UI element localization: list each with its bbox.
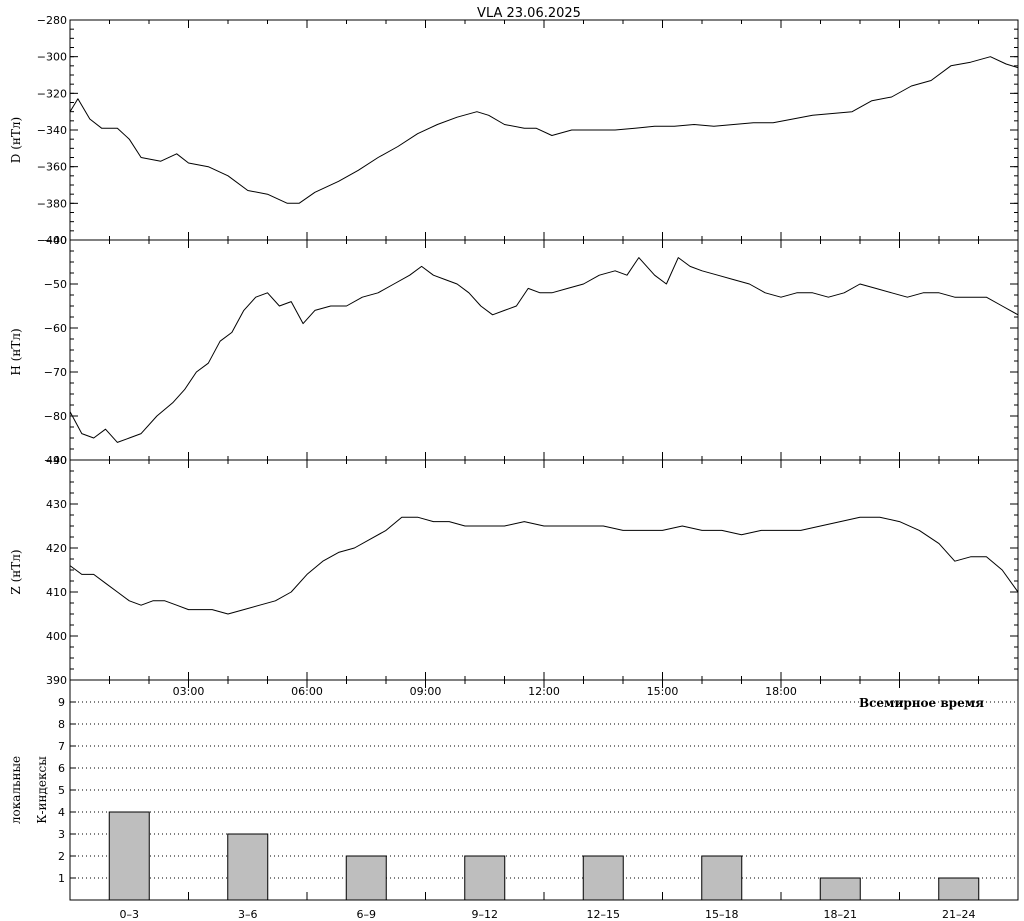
y-tick-label: 5 — [58, 784, 65, 797]
panel-d: D (нТл) −400 −380 −360 −340 −320 −300 −280 — [9, 14, 1019, 247]
series-line-z — [69, 516, 1019, 615]
y-tick-label: −400 — [37, 234, 67, 247]
panel-frame — [69, 239, 1019, 461]
x-tick-label: 06:00 — [291, 685, 323, 698]
y-tick-label: 8 — [58, 718, 65, 731]
category-label: 12–15 — [587, 908, 621, 921]
category-label: 9–12 — [472, 908, 499, 921]
y-tick-label: 420 — [46, 542, 67, 555]
k-index-bar — [819, 877, 861, 901]
panel-k: локальные К-индексы Всемирное время 03:0… — [9, 679, 1019, 921]
y-tick-label: 6 — [58, 762, 65, 775]
y-tick-label: 440 — [46, 454, 67, 467]
y-tick-label: −360 — [37, 161, 67, 174]
k-axis-label-outer: локальные — [9, 756, 23, 824]
category-label: 21–24 — [942, 908, 976, 921]
x-tick-label: 09:00 — [410, 685, 442, 698]
y-tick-label: 410 — [46, 586, 67, 599]
k-index-bar — [108, 811, 150, 901]
k-index-bar — [938, 877, 980, 901]
y-tick-label: 400 — [46, 630, 67, 643]
panel-h: H (нТл) −90 −80 −70 −60 −50 −40 — [9, 234, 1019, 467]
category-label: 18–21 — [824, 908, 858, 921]
k-index-bar — [701, 855, 743, 901]
y-tick-label: −320 — [37, 87, 67, 100]
panel-frame — [69, 459, 1019, 681]
y-tick-label: 3 — [58, 828, 65, 841]
category-label: 15–18 — [705, 908, 739, 921]
h-axis-label: H (нТл) — [9, 328, 23, 375]
k-index-bar — [464, 855, 506, 901]
k-index-bar — [582, 855, 624, 901]
y-tick-label: −90 — [44, 454, 67, 467]
y-tick-label: −280 — [37, 14, 67, 27]
y-tick-label: 4 — [58, 806, 65, 819]
series-line-d — [69, 56, 1019, 204]
panel-z: Z (нТл) 390 400 410 420 430 440 — [9, 454, 1019, 687]
x-tick-label: 18:00 — [765, 685, 797, 698]
y-tick-label: 1 — [58, 872, 65, 885]
y-tick-label: 7 — [58, 740, 65, 753]
y-tick-label: 430 — [46, 498, 67, 511]
z-axis-label: Z (нТл) — [9, 549, 23, 594]
y-tick-label: −340 — [37, 124, 67, 137]
y-tick-label: −40 — [44, 234, 67, 247]
k-index-bar — [227, 833, 269, 901]
panel-frame — [69, 19, 1019, 241]
d-axis-label: D (нТл) — [9, 117, 23, 163]
k-axis-label: К-индексы — [35, 756, 49, 824]
chart-title: VLA 23.06.2025 — [477, 6, 581, 21]
x-tick-label: 03:00 — [173, 685, 205, 698]
panel-frame — [69, 679, 1019, 901]
y-tick-label: 2 — [58, 850, 65, 863]
category-label: 0–3 — [120, 908, 140, 921]
y-tick-label: −300 — [37, 51, 67, 64]
y-tick-label: −60 — [44, 322, 67, 335]
y-tick-label: −80 — [44, 410, 67, 423]
series-line-h — [69, 257, 1019, 443]
k-index-bar — [345, 855, 387, 901]
y-tick-label: 9 — [58, 696, 65, 709]
y-tick-label: −70 — [44, 366, 67, 379]
category-label: 6–9 — [357, 908, 377, 921]
x-axis-label: Всемирное время — [859, 696, 984, 710]
y-tick-label: 390 — [46, 674, 67, 687]
y-tick-label: −380 — [37, 197, 67, 210]
x-tick-label: 12:00 — [528, 685, 560, 698]
category-label: 3–6 — [238, 908, 258, 921]
y-tick-label: −50 — [44, 278, 67, 291]
x-tick-label: 15:00 — [647, 685, 679, 698]
